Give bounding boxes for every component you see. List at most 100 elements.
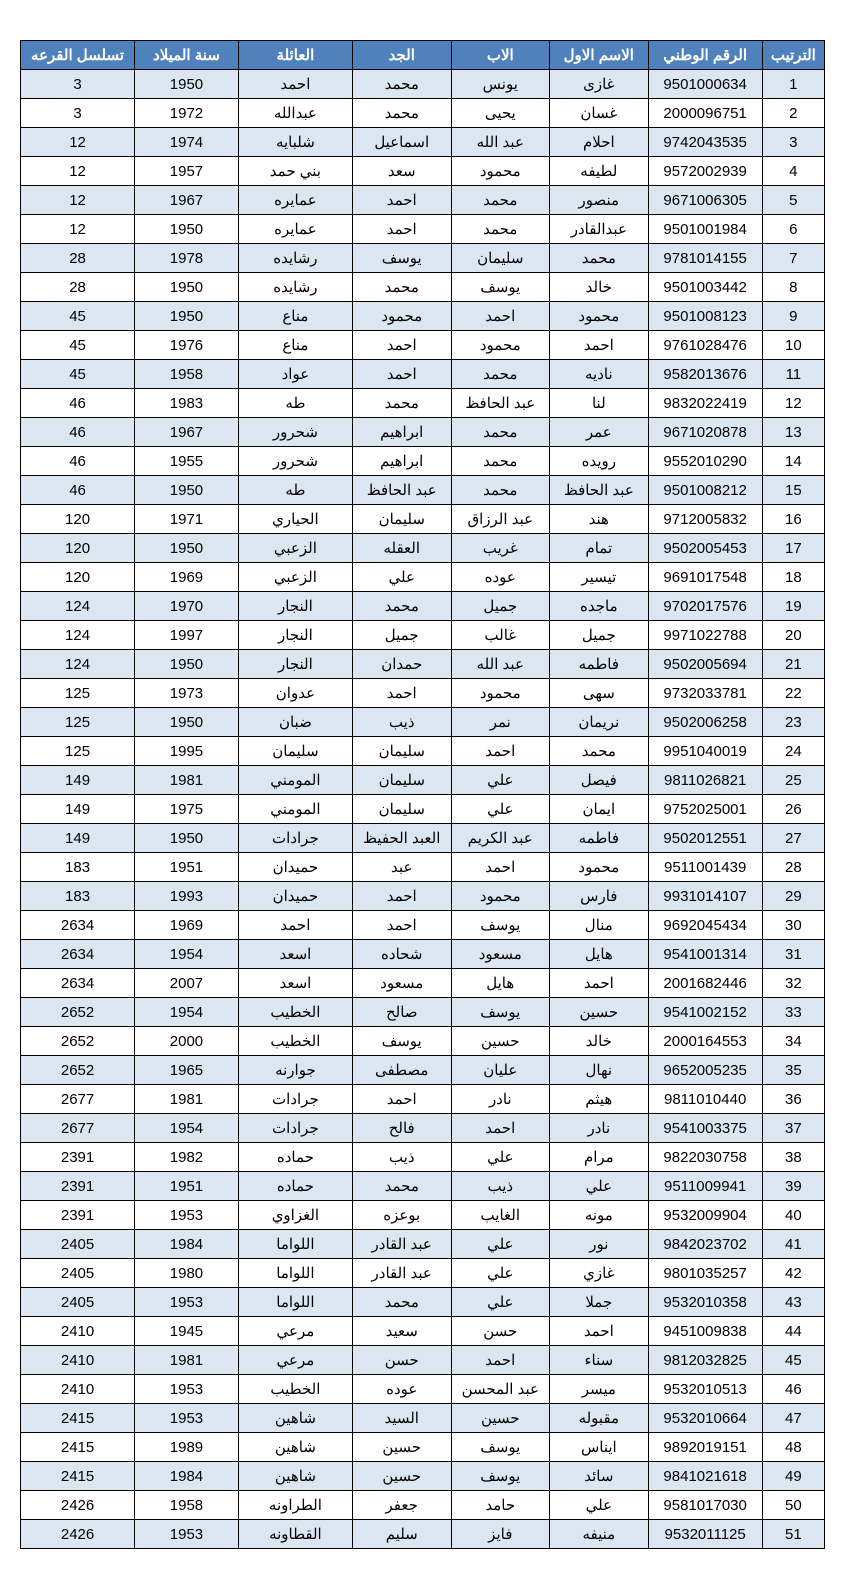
table-cell: عمر xyxy=(550,418,649,447)
table-cell: 9671006305 xyxy=(648,186,762,215)
table-row: 461967شحرورابراهيممحمدعمر967102087813 xyxy=(21,418,825,447)
table-cell: ذيب xyxy=(352,708,451,737)
table-row: 26771954جراداتفالحاحمدنادر954100337537 xyxy=(21,1114,825,1143)
table-cell: 45 xyxy=(21,331,135,360)
table-cell: احمد xyxy=(352,882,451,911)
table-cell: اسعد xyxy=(238,940,352,969)
table-cell: 1995 xyxy=(135,737,239,766)
table-cell: 9832022419 xyxy=(648,389,762,418)
table-cell: 9581017030 xyxy=(648,1491,762,1520)
table-cell: 1950 xyxy=(135,273,239,302)
table-cell: 4 xyxy=(762,157,824,186)
table-cell: 9811026821 xyxy=(648,766,762,795)
table-cell: 1953 xyxy=(135,1520,239,1549)
table-cell: احمد xyxy=(352,360,451,389)
table-cell: 1967 xyxy=(135,418,239,447)
table-cell: محمد xyxy=(451,447,550,476)
table-cell: علي xyxy=(451,766,550,795)
table-cell: 2634 xyxy=(21,969,135,998)
table-cell: 15 xyxy=(762,476,824,505)
table-cell: 50 xyxy=(762,1491,824,1520)
table-cell: 1945 xyxy=(135,1317,239,1346)
table-cell: 1969 xyxy=(135,911,239,940)
table-row: 26521954الخطيبصالحيوسفحسين954100215233 xyxy=(21,998,825,1027)
table-cell: عوده xyxy=(451,563,550,592)
table-cell: 12 xyxy=(21,186,135,215)
table-cell: عبد المحسن xyxy=(451,1375,550,1404)
table-cell: ذيب xyxy=(352,1143,451,1172)
table-cell: 2391 xyxy=(21,1143,135,1172)
table-cell: 1981 xyxy=(135,766,239,795)
table-cell: تمام xyxy=(550,534,649,563)
table-row: 121967عمايرهاحمدمحمدمنصور96710063055 xyxy=(21,186,825,215)
table-cell: محمود xyxy=(550,853,649,882)
table-cell: سليمان xyxy=(352,766,451,795)
table-cell: 1982 xyxy=(135,1143,239,1172)
table-cell: حسين xyxy=(451,1027,550,1056)
table-row: 31950احمدمحمديونسغازى95010006341 xyxy=(21,70,825,99)
table-cell: غالب xyxy=(451,621,550,650)
table-cell: عمايره xyxy=(238,215,352,244)
table-cell: 23 xyxy=(762,708,824,737)
table-cell: 2634 xyxy=(21,940,135,969)
table-cell: يوسف xyxy=(352,244,451,273)
column-header: الاسم الاول xyxy=(550,41,649,70)
table-cell: احمد xyxy=(451,737,550,766)
table-cell: 2391 xyxy=(21,1172,135,1201)
table-cell: جميل xyxy=(451,592,550,621)
table-cell: مرام xyxy=(550,1143,649,1172)
table-row: 1831993حميداناحمدمحمودفارس993101410729 xyxy=(21,882,825,911)
table-cell: 26 xyxy=(762,795,824,824)
table-cell: 9511001439 xyxy=(648,853,762,882)
table-cell: ابراهيم xyxy=(352,447,451,476)
table-cell: 42 xyxy=(762,1259,824,1288)
table-row: 26342007اسعدمسعودهايلاحمد200168244632 xyxy=(21,969,825,998)
table-cell: 1951 xyxy=(135,1172,239,1201)
table-cell: يوسف xyxy=(451,273,550,302)
table-cell: احمد xyxy=(352,911,451,940)
table-cell: 1950 xyxy=(135,476,239,505)
table-cell: احمد xyxy=(550,969,649,998)
table-cell: 39 xyxy=(762,1172,824,1201)
table-cell: 2000096751 xyxy=(648,99,762,128)
table-cell: 9582013676 xyxy=(648,360,762,389)
table-cell: 1984 xyxy=(135,1462,239,1491)
table-cell: 1950 xyxy=(135,70,239,99)
table-row: 1241997النجارجميلغالبجميل997102278820 xyxy=(21,621,825,650)
table-row: 24151984شاهينحسينيوسفسائد984102161849 xyxy=(21,1462,825,1491)
table-cell: احلام xyxy=(550,128,649,157)
table-cell: احمد xyxy=(451,302,550,331)
table-cell: الغزاوي xyxy=(238,1201,352,1230)
table-cell: 1989 xyxy=(135,1433,239,1462)
table-cell: 1970 xyxy=(135,592,239,621)
data-table: تسلسل القرعهسنة الميلادالعائلةالجدالابال… xyxy=(20,40,825,1549)
table-cell: علي xyxy=(550,1491,649,1520)
table-cell: 5 xyxy=(762,186,824,215)
table-row: 26341969احمداحمديوسفمنال969204543430 xyxy=(21,911,825,940)
table-cell: 2415 xyxy=(21,1433,135,1462)
table-cell: احمد xyxy=(352,1085,451,1114)
table-row: 451958عواداحمدمحمدناديه958201367611 xyxy=(21,360,825,389)
table-cell: جوارنه xyxy=(238,1056,352,1085)
table-cell: لنا xyxy=(550,389,649,418)
table-cell: محمود xyxy=(451,882,550,911)
table-cell: مصطفى xyxy=(352,1056,451,1085)
table-cell: 28 xyxy=(762,853,824,882)
table-cell: 1984 xyxy=(135,1230,239,1259)
table-cell: محمد xyxy=(451,360,550,389)
table-cell: حماده xyxy=(238,1143,352,1172)
table-body: 31950احمدمحمديونسغازى9501000634131972عبد… xyxy=(21,70,825,1549)
table-cell: نريمان xyxy=(550,708,649,737)
table-cell: 149 xyxy=(21,795,135,824)
table-cell: 1953 xyxy=(135,1201,239,1230)
table-cell: 9532011125 xyxy=(648,1520,762,1549)
table-row: 121950عمايرهاحمدمحمدعبدالقادر95010019846 xyxy=(21,215,825,244)
table-cell: احمد xyxy=(352,186,451,215)
table-cell: 1951 xyxy=(135,853,239,882)
table-cell: 13 xyxy=(762,418,824,447)
table-row: 1491975المومنيسليمانعليايمان975202500126 xyxy=(21,795,825,824)
column-header: العائلة xyxy=(238,41,352,70)
table-cell: 16 xyxy=(762,505,824,534)
table-cell: هند xyxy=(550,505,649,534)
table-cell: 9671020878 xyxy=(648,418,762,447)
